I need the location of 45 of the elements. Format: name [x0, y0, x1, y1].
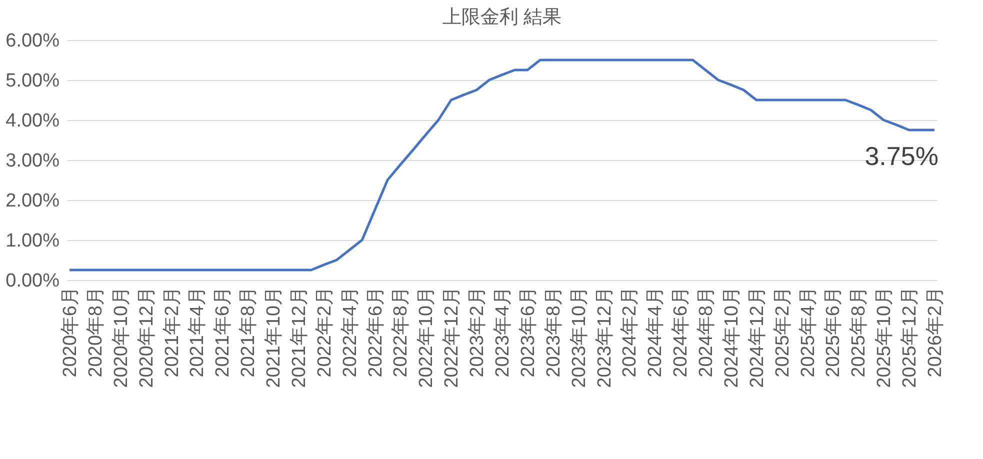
x-tick-label: 2020年6月	[60, 286, 82, 378]
chart-title: 上限金利 結果	[442, 7, 562, 28]
y-tick-label: 5.00%	[6, 70, 60, 92]
x-tick-label: 2020年12月	[136, 286, 158, 388]
x-tick-label: 2021年12月	[288, 286, 310, 388]
x-tick-label: 2024年8月	[696, 286, 718, 378]
line-series	[68, 58, 936, 272]
x-tick-label: 2024年6月	[670, 286, 692, 378]
x-tick-label: 2025年4月	[798, 286, 819, 378]
x-tick-label: 2025年2月	[772, 286, 794, 378]
x-tick-label: 2022年10月	[416, 286, 438, 388]
x-tick-label: 2021年6月	[212, 286, 234, 378]
x-tick-label: 2020年10月	[110, 286, 132, 388]
x-tick-label: 2025年10月	[874, 286, 896, 388]
x-tick-label: 2023年2月	[467, 286, 488, 378]
x-tick-label: 2022年8月	[390, 286, 412, 378]
x-tick-label: 2024年10月	[721, 286, 742, 388]
x-tick-label: 2025年12月	[900, 286, 921, 388]
x-tick-label: 2022年6月	[365, 286, 386, 378]
x-tick-label: 2022年4月	[340, 286, 361, 378]
x-tick-label: 2022年2月	[314, 286, 336, 378]
x-tick-label: 2024年12月	[746, 286, 768, 388]
y-tick-label: 1.00%	[6, 230, 60, 252]
x-tick-label: 2024年4月	[645, 286, 666, 378]
x-tick-label: 2024年2月	[620, 286, 641, 378]
x-tick-label: 2023年4月	[492, 286, 514, 378]
x-tick-label: 2021年8月	[238, 286, 260, 378]
x-tick-label: 2026年2月	[924, 286, 946, 378]
x-tick-label: 2022年12月	[442, 286, 463, 388]
x-tick-label: 2021年10月	[264, 286, 285, 388]
y-tick-label: 6.00%	[6, 30, 60, 52]
x-tick-label: 2025年8月	[848, 286, 870, 378]
y-tick-label: 3.00%	[6, 150, 60, 172]
y-tick-label: 0.00%	[6, 270, 60, 292]
x-tick-label: 2021年2月	[162, 286, 183, 378]
x-tick-label: 2023年12月	[594, 286, 616, 388]
x-tick-label: 2023年8月	[543, 286, 564, 378]
x-tick-label: 2021年4月	[187, 286, 208, 378]
y-tick-label: 4.00%	[6, 110, 60, 132]
data-label: 3.75%	[864, 141, 938, 171]
x-tick-label: 2023年6月	[518, 286, 539, 378]
x-tick-label: 2020年8月	[85, 286, 106, 378]
y-tick-label: 2.00%	[6, 190, 60, 212]
x-tick-label: 2025年6月	[823, 286, 844, 378]
x-tick-label: 2023年10月	[568, 286, 590, 388]
